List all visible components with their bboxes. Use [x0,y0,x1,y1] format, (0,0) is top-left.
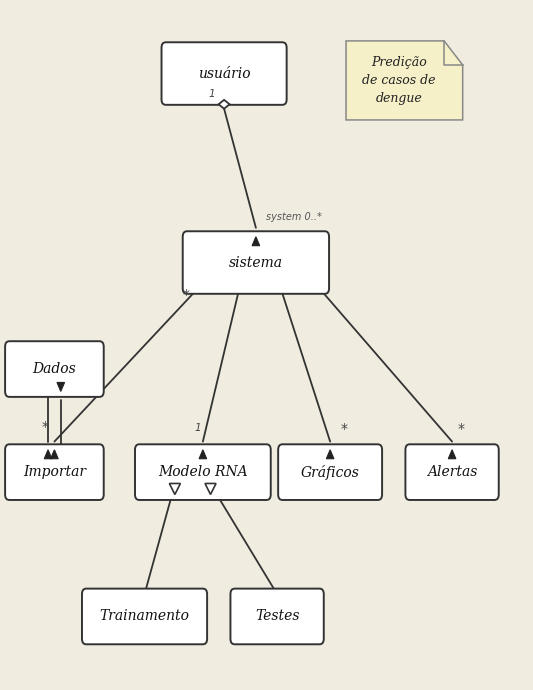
Polygon shape [199,450,207,459]
Text: *: * [182,288,189,302]
Polygon shape [346,41,463,120]
Text: Alertas: Alertas [427,465,477,479]
Polygon shape [44,450,52,459]
Text: Importar: Importar [23,465,86,479]
Polygon shape [252,237,260,246]
Text: 1: 1 [195,422,201,433]
Text: Trainamento: Trainamento [100,609,190,624]
FancyBboxPatch shape [230,589,324,644]
Text: sistema: sistema [229,255,283,270]
FancyBboxPatch shape [5,342,104,397]
Text: usuário: usuário [198,66,251,81]
Text: Predição
de casos de
dengue: Predição de casos de dengue [362,56,435,105]
Text: *: * [341,422,348,435]
Text: 1: 1 [208,90,215,99]
FancyBboxPatch shape [82,589,207,644]
Text: Modelo RNA: Modelo RNA [158,465,248,479]
Text: *: * [457,422,464,435]
Polygon shape [219,100,230,108]
Polygon shape [448,450,456,459]
Polygon shape [51,450,58,459]
FancyBboxPatch shape [183,231,329,294]
Text: Dados: Dados [33,362,76,376]
Text: *: * [41,420,48,433]
Text: system 0..*: system 0..* [266,212,322,221]
FancyBboxPatch shape [135,444,271,500]
Text: Testes: Testes [255,609,300,624]
Polygon shape [326,450,334,459]
FancyBboxPatch shape [161,42,287,105]
Text: Gráficos: Gráficos [301,464,360,480]
FancyBboxPatch shape [5,444,104,500]
Polygon shape [169,484,180,495]
FancyBboxPatch shape [278,444,382,500]
FancyBboxPatch shape [406,444,499,500]
Polygon shape [57,382,64,391]
Polygon shape [205,484,216,495]
